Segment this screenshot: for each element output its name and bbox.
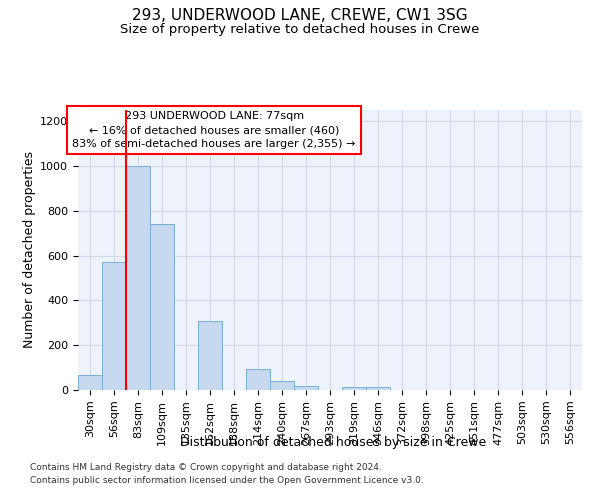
Bar <box>126 166 150 390</box>
Text: 293 UNDERWOOD LANE: 77sqm
← 16% of detached houses are smaller (460)
83% of semi: 293 UNDERWOOD LANE: 77sqm ← 16% of detac… <box>73 112 356 150</box>
Text: Size of property relative to detached houses in Crewe: Size of property relative to detached ho… <box>121 22 479 36</box>
Y-axis label: Number of detached properties: Number of detached properties <box>23 152 36 348</box>
Bar <box>366 386 390 390</box>
Text: Contains HM Land Registry data © Crown copyright and database right 2024.: Contains HM Land Registry data © Crown c… <box>30 464 382 472</box>
Text: Contains public sector information licensed under the Open Government Licence v3: Contains public sector information licen… <box>30 476 424 485</box>
Bar <box>246 368 270 390</box>
Bar <box>78 376 102 390</box>
Bar <box>150 224 174 390</box>
Bar <box>198 320 222 390</box>
Bar <box>102 262 126 390</box>
Text: 293, UNDERWOOD LANE, CREWE, CW1 3SG: 293, UNDERWOOD LANE, CREWE, CW1 3SG <box>132 8 468 22</box>
Bar <box>342 386 366 390</box>
Bar <box>270 382 294 390</box>
Bar <box>294 386 318 390</box>
Text: Distribution of detached houses by size in Crewe: Distribution of detached houses by size … <box>180 436 486 449</box>
